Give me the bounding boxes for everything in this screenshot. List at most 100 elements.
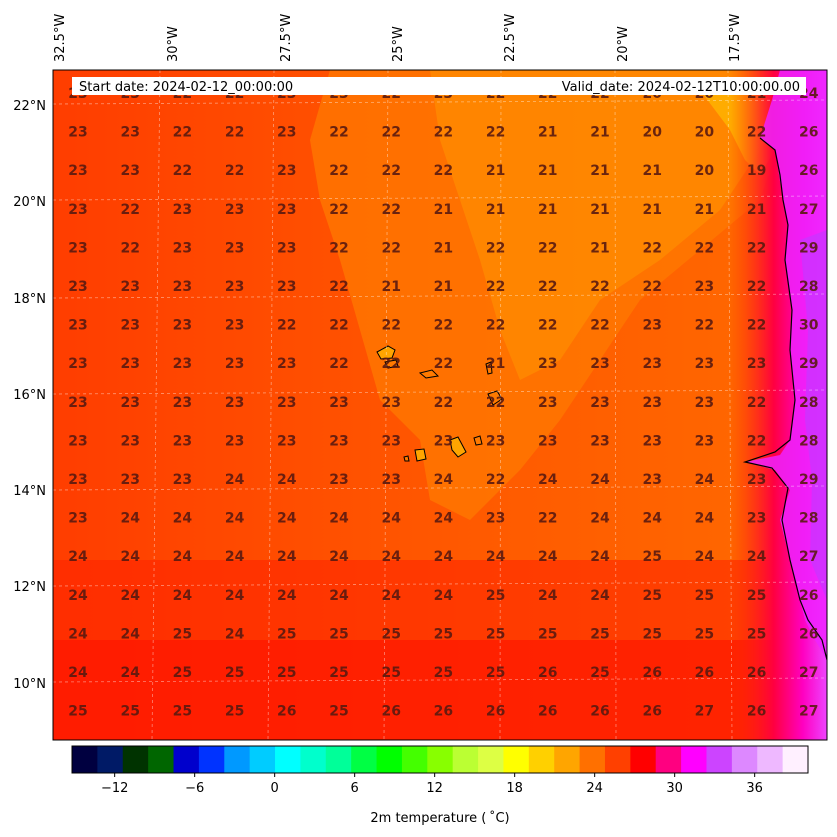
temperature-value: 21	[486, 163, 505, 179]
temperature-value: 22	[747, 395, 766, 411]
temperature-value: 24	[434, 472, 454, 488]
temperature-value: 23	[225, 433, 244, 449]
temperature-value: 21	[434, 240, 453, 256]
temperature-value: 24	[173, 588, 193, 604]
temperature-value: 22	[590, 279, 609, 295]
temperature-value: 25	[434, 665, 453, 681]
temperature-value: 23	[120, 356, 139, 372]
temperature-value: 23	[695, 433, 714, 449]
temperature-value: 23	[173, 318, 192, 334]
temperature-value: 21	[642, 202, 661, 218]
temperature-value: 26	[381, 704, 400, 720]
colorbar-swatch	[325, 746, 352, 773]
colorbar-swatch	[173, 746, 200, 773]
temperature-value: 26	[277, 704, 296, 720]
colorbar-swatch	[122, 746, 149, 773]
temperature-value: 22	[486, 125, 505, 141]
temperature-value: 23	[329, 472, 348, 488]
temperature-value: 23	[277, 279, 296, 295]
temperature-value: 20	[695, 163, 715, 179]
colorbar-label: 2m temperature ( ˚C)	[370, 810, 509, 826]
temperature-value: 22	[486, 318, 505, 334]
colorbar-swatch	[579, 746, 606, 773]
temperature-value: 26	[538, 665, 557, 681]
colorbar-swatch	[224, 746, 251, 773]
colorbar-frame	[71, 745, 809, 774]
temperature-value: 23	[120, 279, 139, 295]
temperature-value: 23	[173, 202, 192, 218]
latitude-label: 16°N	[13, 388, 46, 403]
temperature-value: 25	[68, 704, 87, 720]
temperature-value: 23	[68, 240, 87, 256]
temperature-value: 21	[538, 163, 557, 179]
temperature-value: 24	[68, 588, 88, 604]
temperature-value: 26	[434, 704, 453, 720]
longitude-label: 17.5°W	[728, 14, 743, 62]
temperature-value: 23	[68, 356, 87, 372]
colorbar-tick-label: 12	[426, 781, 443, 796]
temperature-value: 25	[277, 626, 296, 642]
temperature-value: 24	[120, 588, 140, 604]
temperature-value: 29	[799, 472, 818, 488]
temperature-value: 23	[173, 356, 192, 372]
temperature-value: 21	[695, 202, 714, 218]
temperature-value: 23	[225, 202, 244, 218]
temperature-value: 23	[173, 395, 192, 411]
temperature-value: 22	[695, 240, 714, 256]
temperature-value: 23	[381, 395, 400, 411]
colorbar-ticks: −12 −6 0 6 12 18 24 30 36	[101, 773, 763, 796]
colorbar-swatch	[528, 746, 555, 773]
date-header-box	[72, 77, 806, 95]
temperature-value: 27	[799, 704, 818, 720]
temperature-value: 22	[277, 318, 296, 334]
temperature-field: 23 23 22 22 23 23 22 23 22 22 22 20 20 21 24 23 23 22 22 23…	[53, 70, 827, 740]
temperature-value: 29	[799, 356, 818, 372]
temperature-value: 21	[381, 279, 400, 295]
latitude-label: 12°N	[13, 580, 46, 595]
temperature-value: 24	[68, 549, 88, 565]
temperature-value: 25	[642, 549, 661, 565]
temperature-value: 23	[225, 240, 244, 256]
temperature-value: 24	[120, 549, 140, 565]
temperature-value: 23	[747, 472, 766, 488]
temperature-value: 25	[695, 626, 714, 642]
latitude-label: 20°N	[13, 195, 46, 210]
temperature-value: 20	[695, 125, 715, 141]
temperature-value: 22	[329, 163, 348, 179]
colorbar-swatch	[275, 746, 302, 773]
temperature-value: 24	[120, 626, 140, 642]
temperature-value: 23	[68, 125, 87, 141]
temperature-value: 24	[277, 472, 297, 488]
temperature-value: 24	[695, 549, 715, 565]
temperature-value: 23	[68, 433, 87, 449]
temperature-value: 24	[590, 472, 610, 488]
longitude-label: 25°W	[391, 26, 406, 62]
temperature-value: 23	[225, 395, 244, 411]
temperature-value: 22	[329, 125, 348, 141]
temperature-value: 23	[486, 511, 505, 527]
temperature-value: 22	[434, 395, 453, 411]
colorbar-swatch	[630, 746, 657, 773]
temperature-value: 23	[120, 472, 139, 488]
temperature-value: 24	[695, 472, 715, 488]
temperature-value: 23	[695, 279, 714, 295]
temperature-value: 22	[747, 125, 766, 141]
colorbar-swatch	[681, 746, 708, 773]
colorbar-swatch	[198, 746, 225, 773]
longitude-label: 22.5°W	[503, 14, 518, 62]
temperature-value: 22	[329, 318, 348, 334]
colorbar-swatch	[554, 746, 581, 773]
temperature-value: 22	[434, 163, 453, 179]
temperature-value: 21	[747, 202, 766, 218]
temperature-value: 24	[277, 588, 297, 604]
temperature-value: 22	[120, 202, 139, 218]
temperature-value: 24	[538, 588, 558, 604]
temperature-value: 24	[434, 588, 454, 604]
temperature-value: 22	[486, 472, 505, 488]
temperature-value: 23	[642, 433, 661, 449]
temperature-value: 23	[381, 433, 400, 449]
temperature-value: 24	[381, 511, 401, 527]
temperature-value: 23	[434, 433, 453, 449]
temperature-value: 25	[486, 588, 505, 604]
